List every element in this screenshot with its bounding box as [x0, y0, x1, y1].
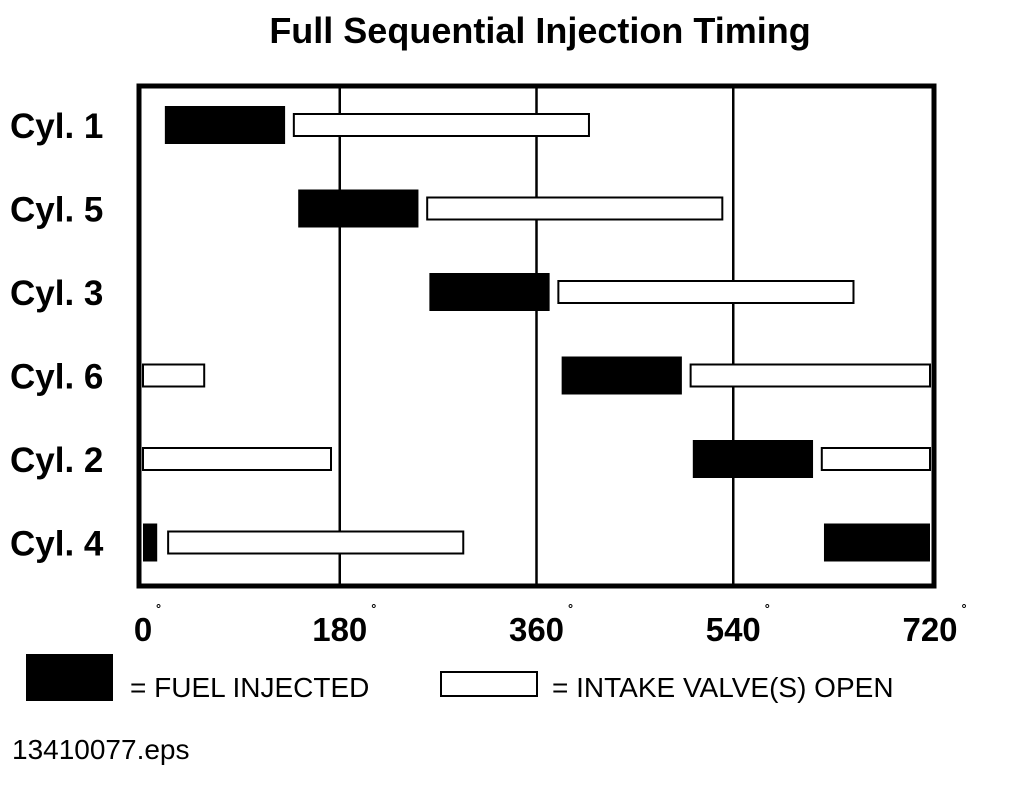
degree-mark: ˚ — [156, 604, 161, 621]
legend-fuel-label: = FUEL INJECTED — [130, 672, 369, 703]
chart-title: Full Sequential Injection Timing — [269, 10, 810, 51]
legend-intake-label: = INTAKE VALVE(S) OPEN — [552, 672, 894, 703]
intake-valve-open-bar — [292, 113, 590, 137]
legend-fuel-swatch — [26, 654, 113, 701]
plot-frame — [136, 83, 937, 589]
x-tick-label: 540 — [706, 611, 761, 648]
x-axis-ticks: 0 ˚ 180 ˚ 360 ˚ 540 ˚ 720 ˚ — [134, 604, 967, 648]
legend-intake-swatch — [440, 671, 538, 697]
fuel-injected-bar — [143, 523, 158, 562]
cylinder-rows: Cyl. 1 Cyl. 5 Cyl. 3 Cyl. 6 Cyl. 2 Cyl. 4 — [10, 106, 932, 564]
cylinder-label: Cyl. 5 — [10, 191, 103, 230]
intake-valve-open-bar — [167, 530, 465, 555]
degree-mark: ˚ — [962, 604, 967, 621]
cylinder-label: Cyl. 3 — [10, 274, 103, 313]
cylinder-row: Cyl. 4 — [10, 523, 930, 564]
cylinder-row: Cyl. 5 — [10, 189, 724, 230]
fuel-injected-bar — [692, 440, 814, 478]
fuel-injected-bar — [164, 106, 286, 144]
fuel-injected-bar — [298, 189, 419, 228]
degree-mark: ˚ — [765, 604, 770, 621]
legend: = FUEL INJECTED = INTAKE VALVE(S) OPEN — [26, 654, 894, 703]
cylinder-row: Cyl. 6 — [10, 356, 932, 397]
degree-mark: ˚ — [568, 604, 573, 621]
x-tick-label: 720 — [902, 611, 957, 648]
intake-valve-open-bar — [689, 363, 932, 388]
cylinder-row: Cyl. 3 — [10, 273, 855, 313]
fuel-injected-bar — [561, 356, 682, 395]
intake-valve-open-bar — [820, 447, 931, 471]
cylinder-label: Cyl. 1 — [10, 107, 103, 146]
degree-mark: ˚ — [372, 604, 377, 621]
fuel-injected-bar — [429, 273, 550, 311]
cylinder-row: Cyl. 1 — [10, 106, 590, 146]
file-name: 13410077.eps — [12, 734, 190, 765]
intake-valve-open-bar — [426, 196, 724, 221]
intake-valve-open-bar — [142, 363, 206, 388]
cylinder-row: Cyl. 2 — [10, 440, 931, 480]
cylinder-label: Cyl. 4 — [10, 525, 104, 564]
x-tick-label: 180 — [312, 611, 367, 648]
gridlines — [338, 88, 735, 584]
x-tick-label: 0 — [134, 611, 152, 648]
fuel-injected-bar — [823, 523, 930, 562]
cylinder-label: Cyl. 2 — [10, 441, 103, 480]
x-tick-label: 360 — [509, 611, 564, 648]
cylinder-label: Cyl. 6 — [10, 358, 103, 397]
intake-valve-open-bar — [557, 280, 855, 304]
intake-valve-open-bar — [142, 447, 333, 471]
